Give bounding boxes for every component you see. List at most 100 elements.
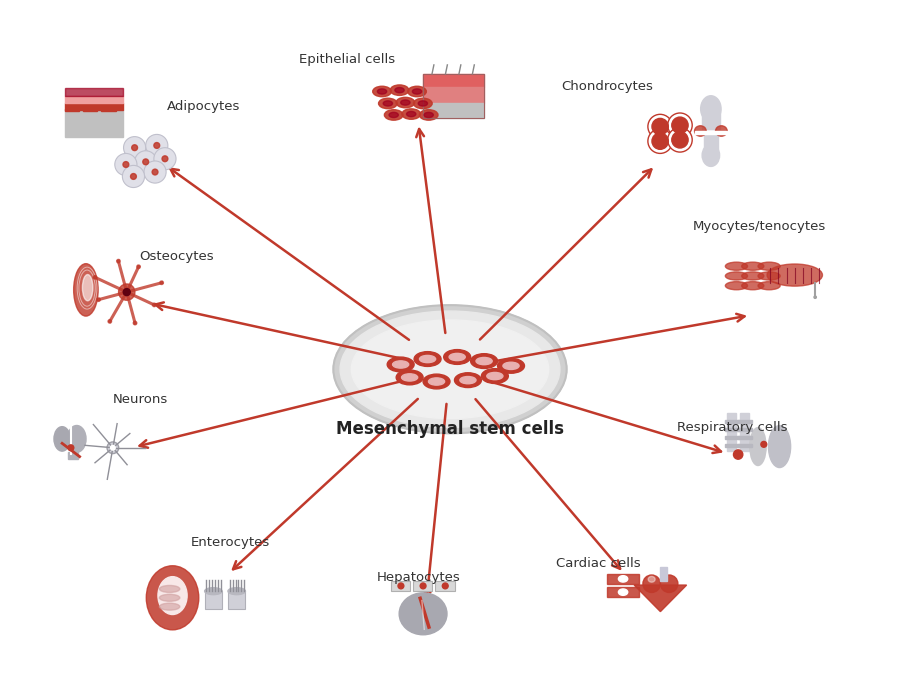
Bar bbox=[68, 452, 78, 459]
Ellipse shape bbox=[424, 112, 434, 118]
Text: Osteocytes: Osteocytes bbox=[139, 250, 213, 263]
Bar bbox=[727, 413, 736, 451]
Ellipse shape bbox=[652, 133, 669, 149]
Ellipse shape bbox=[159, 603, 180, 610]
Text: Neurons: Neurons bbox=[112, 393, 168, 406]
Ellipse shape bbox=[734, 450, 742, 459]
Ellipse shape bbox=[725, 282, 748, 290]
Ellipse shape bbox=[643, 575, 661, 592]
Ellipse shape bbox=[668, 128, 692, 152]
Bar bbox=[702, 109, 720, 129]
Ellipse shape bbox=[449, 354, 465, 360]
Bar bbox=[65, 96, 123, 103]
Ellipse shape bbox=[420, 583, 426, 589]
Ellipse shape bbox=[725, 262, 748, 270]
Text: Chondrocytes: Chondrocytes bbox=[561, 80, 653, 93]
Ellipse shape bbox=[83, 274, 93, 301]
Ellipse shape bbox=[442, 583, 448, 589]
Ellipse shape bbox=[159, 586, 180, 592]
Ellipse shape bbox=[130, 174, 137, 179]
Ellipse shape bbox=[428, 378, 445, 385]
Ellipse shape bbox=[158, 577, 187, 614]
Ellipse shape bbox=[131, 145, 138, 150]
Ellipse shape bbox=[228, 588, 246, 594]
Text: Adipocytes: Adipocytes bbox=[166, 101, 240, 114]
Ellipse shape bbox=[122, 166, 145, 187]
Ellipse shape bbox=[671, 132, 688, 148]
Ellipse shape bbox=[111, 445, 115, 450]
Ellipse shape bbox=[401, 373, 418, 381]
Ellipse shape bbox=[137, 265, 140, 269]
Ellipse shape bbox=[152, 303, 156, 306]
Bar bbox=[65, 88, 123, 96]
Ellipse shape bbox=[54, 427, 70, 451]
Ellipse shape bbox=[152, 169, 158, 175]
Ellipse shape bbox=[487, 372, 503, 380]
Ellipse shape bbox=[117, 259, 121, 263]
Ellipse shape bbox=[750, 428, 766, 466]
Ellipse shape bbox=[391, 85, 409, 95]
Ellipse shape bbox=[154, 148, 176, 170]
Ellipse shape bbox=[146, 134, 168, 157]
Ellipse shape bbox=[162, 156, 168, 161]
Text: Enterocytes: Enterocytes bbox=[191, 536, 270, 549]
Ellipse shape bbox=[414, 352, 441, 367]
Ellipse shape bbox=[695, 126, 707, 136]
Ellipse shape bbox=[398, 583, 404, 589]
Ellipse shape bbox=[444, 350, 471, 365]
Ellipse shape bbox=[758, 262, 780, 270]
Ellipse shape bbox=[814, 296, 816, 298]
Ellipse shape bbox=[119, 284, 135, 300]
Ellipse shape bbox=[419, 356, 436, 363]
Ellipse shape bbox=[204, 588, 222, 594]
Ellipse shape bbox=[769, 425, 790, 468]
Ellipse shape bbox=[123, 137, 146, 159]
Ellipse shape bbox=[648, 129, 672, 153]
Ellipse shape bbox=[652, 118, 669, 135]
Ellipse shape bbox=[760, 441, 767, 447]
Bar bbox=[738, 420, 752, 423]
Ellipse shape bbox=[460, 376, 476, 384]
Bar bbox=[204, 591, 222, 609]
Text: Myocytes/tenocytes: Myocytes/tenocytes bbox=[693, 220, 826, 233]
Ellipse shape bbox=[661, 575, 678, 592]
Bar bbox=[740, 413, 749, 451]
Text: Epithelial cells: Epithelial cells bbox=[299, 53, 395, 66]
Ellipse shape bbox=[107, 442, 119, 453]
Bar bbox=[423, 103, 484, 118]
Bar bbox=[423, 87, 484, 103]
Ellipse shape bbox=[767, 264, 823, 286]
Ellipse shape bbox=[742, 272, 764, 280]
Ellipse shape bbox=[74, 263, 98, 316]
Ellipse shape bbox=[383, 101, 392, 106]
Ellipse shape bbox=[373, 86, 392, 96]
Polygon shape bbox=[634, 585, 687, 611]
Ellipse shape bbox=[742, 262, 764, 270]
Ellipse shape bbox=[668, 113, 692, 137]
Ellipse shape bbox=[389, 112, 399, 118]
Ellipse shape bbox=[379, 98, 397, 109]
Ellipse shape bbox=[412, 89, 422, 94]
Ellipse shape bbox=[725, 272, 748, 280]
Ellipse shape bbox=[135, 150, 157, 173]
Ellipse shape bbox=[351, 320, 549, 419]
Ellipse shape bbox=[159, 594, 180, 601]
Ellipse shape bbox=[618, 589, 627, 595]
Ellipse shape bbox=[133, 321, 137, 325]
Ellipse shape bbox=[68, 445, 74, 451]
Bar bbox=[661, 567, 668, 581]
Ellipse shape bbox=[758, 282, 780, 290]
Ellipse shape bbox=[503, 363, 519, 369]
Ellipse shape bbox=[618, 576, 627, 582]
Bar bbox=[607, 587, 639, 597]
Text: Respiratory cells: Respiratory cells bbox=[678, 421, 788, 434]
Ellipse shape bbox=[648, 114, 672, 139]
Ellipse shape bbox=[154, 142, 159, 148]
Ellipse shape bbox=[716, 126, 727, 136]
Text: Hepatocytes: Hepatocytes bbox=[377, 570, 461, 583]
Ellipse shape bbox=[702, 144, 720, 166]
Ellipse shape bbox=[97, 298, 100, 302]
Ellipse shape bbox=[400, 593, 447, 635]
Ellipse shape bbox=[742, 282, 764, 290]
Ellipse shape bbox=[123, 161, 129, 168]
